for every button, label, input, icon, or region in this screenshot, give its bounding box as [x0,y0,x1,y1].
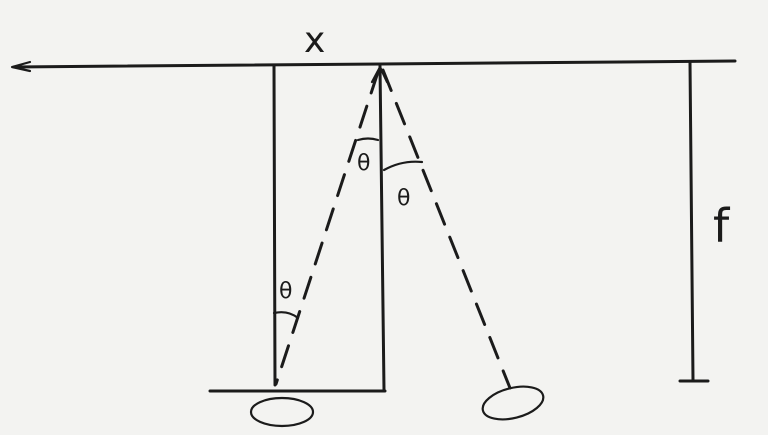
left-dashed-ray [274,70,380,386]
x-axis-label: x [304,20,325,61]
x-axis-arrowhead [10,60,32,73]
angle-label-top-left: θ [357,151,370,176]
focal-length-line [688,60,695,382]
angle-label-bottom: θ [279,279,292,304]
left-oval [249,396,315,428]
right-dashed-ray [381,68,512,390]
right-oval [481,385,545,421]
x-axis-line [12,59,737,69]
angle-arc-top-left [356,137,380,142]
angle-arc-bottom [272,311,300,320]
focal-length-label: f [713,199,731,253]
angle-arc-top-right [382,160,424,172]
left-vertical-line [272,64,277,387]
center-vertical-line [378,64,386,392]
apex-arrowhead [370,65,389,84]
angle-label-top-right: θ [397,186,410,211]
